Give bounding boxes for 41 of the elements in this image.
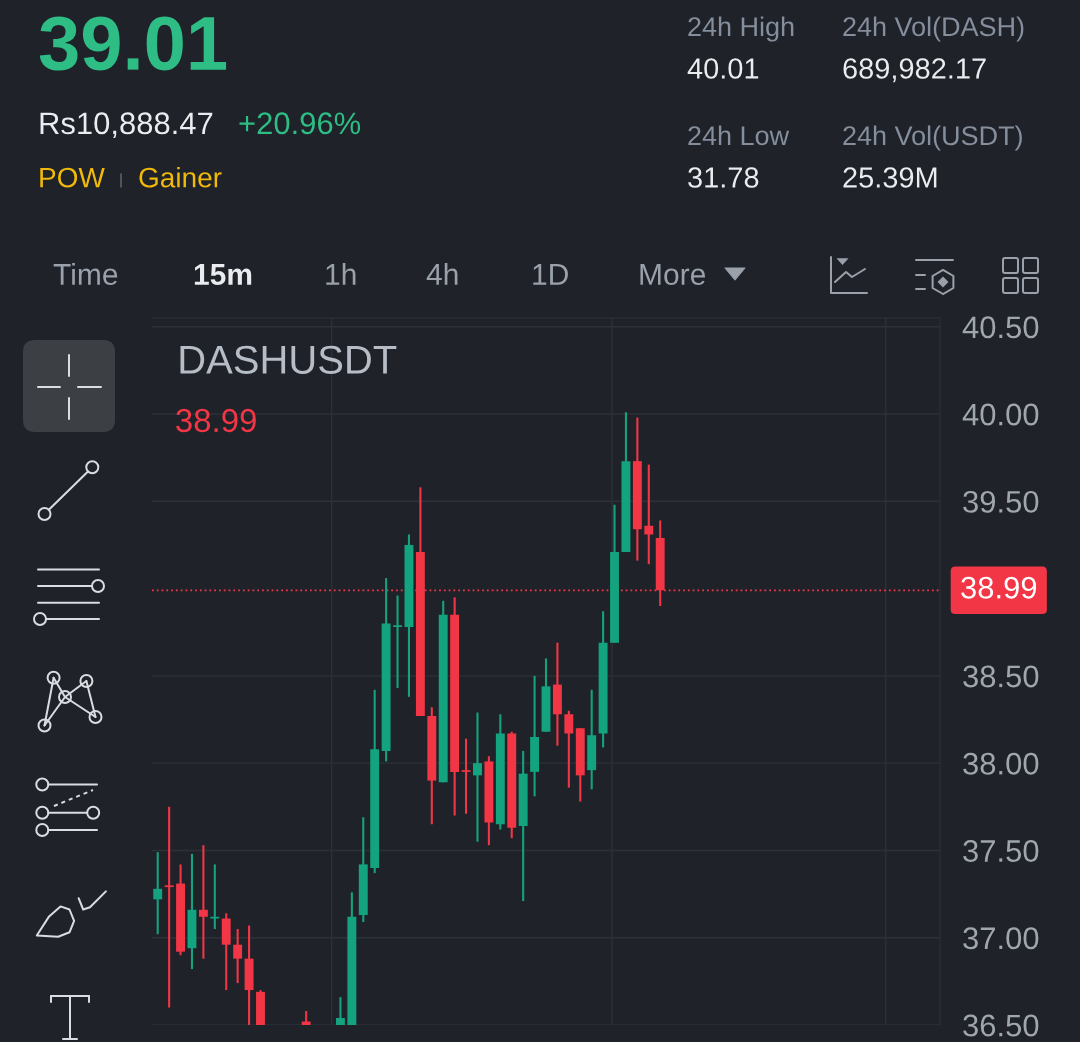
candlestick [644, 463, 654, 566]
annotation: 38.99 [176, 408, 256, 433]
text: 24h High [688, 16, 794, 42]
candlestick [153, 851, 163, 936]
ref-line-label: 38.99 [961, 576, 1037, 599]
text: DASHUSDT [180, 345, 397, 374]
y-tick-label: 39.50 [963, 490, 1039, 513]
text: 24h Low [688, 125, 790, 146]
text: 24h Vol(DASH) [843, 16, 1024, 42]
candlestick [335, 996, 345, 1025]
y-tick-label: 38.50 [963, 665, 1039, 688]
text: 1D [533, 264, 568, 285]
y-tick-label: 36.50 [963, 1014, 1039, 1037]
text: 39.01 [39, 16, 227, 71]
candlestick [461, 737, 471, 815]
candlestick [564, 709, 574, 789]
text: 24h Vol(USDT) [843, 125, 1022, 151]
y-tick-label: 40.50 [962, 316, 1039, 339]
text: 15m [194, 264, 252, 286]
y-tick-label: 40.00 [962, 403, 1039, 426]
text: 689,982.17 [843, 58, 986, 83]
text: 25.39M [843, 167, 937, 188]
candlestick [164, 805, 174, 1009]
text: Rs10,888.47 [40, 112, 213, 138]
candlestick [233, 927, 243, 985]
text: Time [53, 263, 118, 286]
y-tick-label: 37.50 [963, 840, 1039, 862]
candlestick [210, 863, 220, 931]
y-tick-label: 38.00 [963, 752, 1039, 775]
candlestick [198, 844, 208, 960]
text: 31.78 [688, 167, 759, 188]
candlestick [393, 594, 402, 690]
text: More [640, 264, 706, 286]
text: 40.01 [687, 58, 759, 79]
text: +20.96% [239, 112, 361, 135]
candlestick [473, 711, 482, 843]
y-tick-label: 37.00 [963, 927, 1039, 950]
text: Gainer [139, 166, 222, 188]
text: 1h [326, 263, 356, 285]
text: POW [40, 167, 105, 188]
text: 4h [426, 263, 458, 285]
